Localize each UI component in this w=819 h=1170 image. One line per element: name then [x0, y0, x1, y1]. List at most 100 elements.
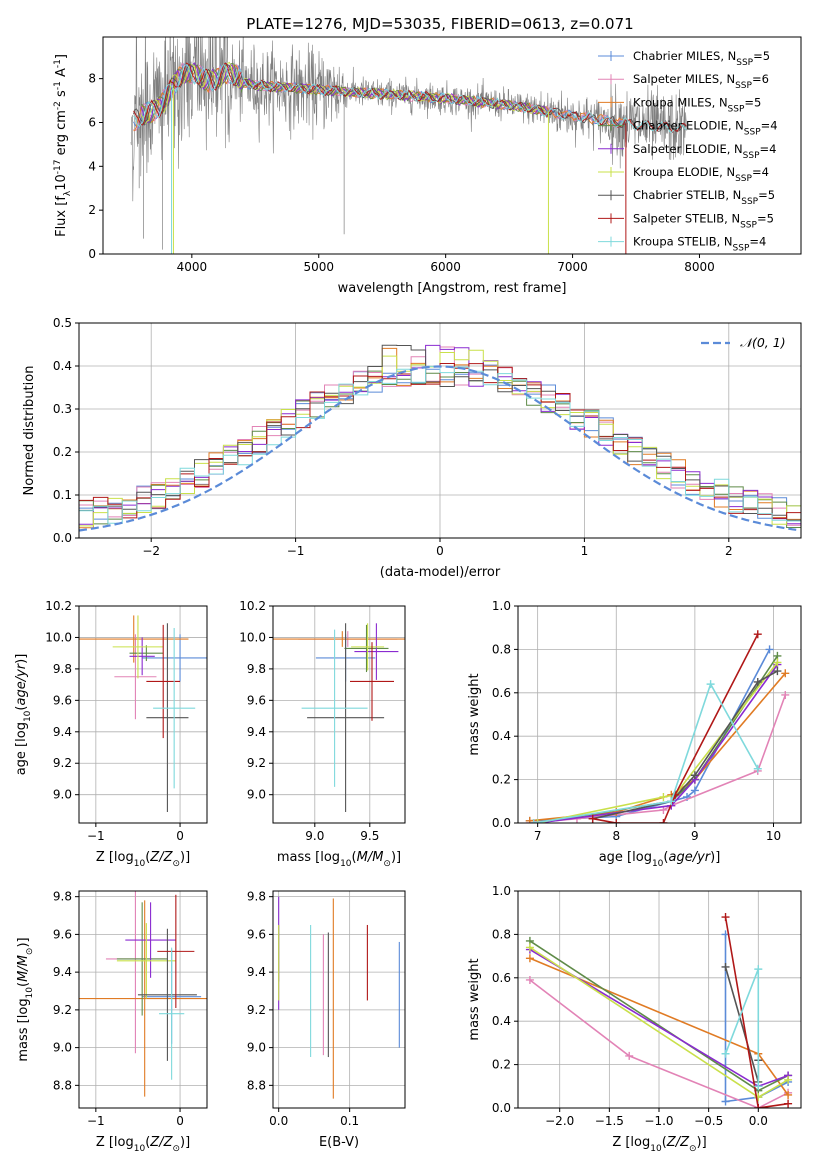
x-tick-label: −0.5 — [694, 1114, 723, 1128]
x-tick-label: 0 — [176, 829, 184, 843]
x-tick-label: −1.0 — [644, 1114, 673, 1128]
legend-entry: Kroupa ELODIE, NSSP=4 — [633, 165, 769, 184]
plot-frame — [78, 605, 208, 824]
y-tick-label: 0.0 — [53, 531, 72, 545]
y-tick-label: 0.6 — [492, 971, 511, 985]
x-tick-label: 9.0 — [305, 829, 324, 843]
y-tick-label: 9.2 — [247, 1003, 266, 1017]
legend-entry: Salpeter MILES, NSSP=6 — [633, 72, 769, 91]
y-tick-label: 10.2 — [239, 599, 266, 613]
weight-series-line — [529, 979, 789, 1108]
weight-point-marker — [525, 954, 534, 963]
weight-point-marker — [525, 975, 534, 984]
weight-point-marker — [781, 690, 790, 699]
weight-point-marker — [588, 814, 597, 823]
y-tick-label: 0 — [88, 247, 96, 261]
errorbar-area — [278, 896, 400, 1099]
gaussian-curve — [79, 365, 799, 532]
weight-point-marker — [659, 819, 668, 823]
x-axis-label: Z [log10(Z/Z⊙)] — [96, 850, 190, 869]
errorbar-area — [79, 891, 207, 1097]
y-tick-label: 0.5 — [53, 316, 72, 330]
x-tick-label: 8 — [612, 829, 620, 843]
weight-point-marker — [784, 1075, 793, 1084]
x-tick-label: 9 — [691, 829, 699, 843]
x-axis-label: Z [log10(Z/Z⊙)] — [612, 1135, 706, 1154]
weight-vs-metallicity-panel: −2.0 −1.5 −1.0 −0.5 0.0 0.0 0.2 0.4 0.6 0.8 1.0 Z [… — [467, 884, 802, 1154]
weight-point-marker — [753, 677, 762, 686]
y-tick-label: 0.2 — [492, 773, 511, 787]
residual-legend: 𝒩(0, 1) — [701, 335, 786, 350]
weight-point-marker — [781, 669, 790, 678]
y-tick-label: 10.0 — [45, 630, 72, 644]
y-tick-label: 0.0 — [492, 1101, 511, 1115]
weight-point-marker — [784, 1090, 793, 1099]
x-axis-label: (data-model)/error — [380, 565, 501, 580]
x-tick-label: 0.0 — [749, 1114, 768, 1128]
y-tick-label: 10.2 — [45, 599, 72, 613]
weight-point-marker — [690, 771, 699, 780]
histogram-steps — [79, 365, 801, 524]
x-tick-label: 0 — [176, 1114, 184, 1128]
errorbar-area — [79, 615, 207, 812]
weight-point-marker — [525, 816, 534, 823]
weight-point-marker — [765, 645, 774, 654]
figure-title: PLATE=1276, MJD=53035, FIBERID=0613, z=0… — [246, 15, 633, 33]
y-tick-label: 0.2 — [53, 445, 72, 459]
y-tick-label: 1.0 — [492, 599, 511, 613]
x-tick-label: 6000 — [430, 260, 461, 274]
legend-entry: Chabrier ELODIE, NSSP=4 — [633, 119, 778, 138]
spectrum-plot-area — [130, 37, 688, 254]
y-tick-label: 0.8 — [492, 642, 511, 656]
weight-area — [525, 913, 793, 1108]
legend-entry: Salpeter ELODIE, NSSP=4 — [633, 142, 776, 161]
x-tick-label: −1 — [87, 829, 105, 843]
spectrum-legend: Chabrier MILES, NSSP=5 Salpeter MILES, NS… — [598, 49, 778, 254]
weight-area — [525, 630, 790, 823]
weight-point-marker — [721, 962, 730, 971]
weight-point-marker — [754, 965, 763, 974]
weight-series-line — [592, 633, 759, 823]
y-tick-label: 9.0 — [53, 788, 72, 802]
weight-point-marker — [671, 790, 680, 799]
model-spectrum-line — [141, 63, 547, 125]
weight-point-marker — [706, 680, 715, 689]
legend-entry: Chabrier STELIB, NSSP=5 — [633, 188, 775, 207]
weight-series-line — [724, 916, 789, 1108]
histogram-area — [79, 344, 801, 532]
weight-point-marker — [525, 943, 534, 952]
weight-point-marker — [533, 819, 542, 823]
x-axis-label: wavelength [Angstrom, rest frame] — [338, 281, 567, 296]
y-axis-label: age [log10(age/yr)] — [14, 654, 33, 776]
y-axis-label: mass [log10(M/M⊙)] — [16, 937, 35, 1061]
y-tick-label: 0.3 — [53, 402, 72, 416]
x-tick-label: −1.5 — [595, 1114, 624, 1128]
weight-point-marker — [625, 1051, 634, 1060]
y-tick-label: 9.0 — [53, 1041, 72, 1055]
legend-entry: Chabrier MILES, NSSP=5 — [633, 49, 770, 68]
weight-point-marker — [754, 1104, 763, 1108]
y-tick-label: 9.6 — [247, 693, 266, 707]
errorbar-area — [273, 623, 405, 812]
y-tick-label: 0.2 — [492, 1058, 511, 1072]
x-tick-label: −1 — [287, 544, 305, 558]
weight-series-line — [533, 682, 759, 823]
y-tick-label: 9.4 — [247, 965, 266, 979]
x-tick-label: 4000 — [177, 260, 208, 274]
y-tick-label: 0.1 — [53, 488, 72, 502]
weight-series-line — [537, 664, 779, 823]
y-tick-label: 8 — [88, 72, 96, 86]
y-tick-label: 4 — [88, 159, 96, 173]
mass-vs-metallicity-panel: −1 0 8.8 9.0 9.2 9.4 9.6 9.8 Z [log10(Z/Z⊙)] mass… — [16, 890, 208, 1154]
y-tick-label: 0.8 — [492, 927, 511, 941]
x-tick-label: 5000 — [303, 260, 334, 274]
weight-series-line — [724, 934, 789, 1103]
y-axis-label: mass weight — [467, 673, 482, 755]
x-axis-label: mass [log10(M/M⊙)] — [277, 850, 401, 869]
y-tick-label: 2 — [88, 203, 96, 217]
y-tick-label: 0.4 — [492, 729, 511, 743]
y-tick-label: 8.8 — [247, 1078, 266, 1092]
x-tick-label: 10 — [766, 829, 781, 843]
legend-entry: 𝒩(0, 1) — [740, 335, 786, 350]
x-tick-label: −2.0 — [545, 1114, 574, 1128]
